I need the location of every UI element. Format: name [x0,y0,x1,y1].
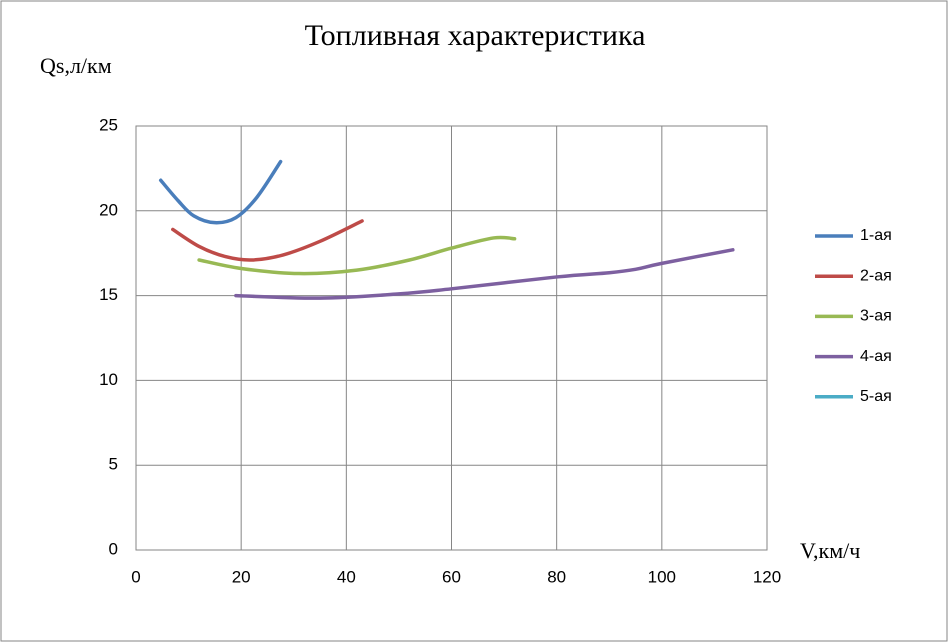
x-tick-label: 80 [547,567,566,586]
series-line [234,248,735,300]
plot-border [135,125,768,551]
series-line [158,159,283,225]
y-tick-label: 5 [109,455,118,474]
legend-label: 4-ая [860,348,892,365]
chart-title: Топливная характеристика [305,19,646,52]
x-tick-label: 120 [753,567,781,586]
x-tick-label: 0 [131,567,140,586]
y-tick-label: 15 [99,285,118,304]
y-tick-label: 10 [99,370,118,389]
legend-label: 2-ая [860,267,892,284]
x-axis-label: V,км/ч [800,538,860,563]
x-tick-label: 100 [648,567,676,586]
legend-label: 1-ая [860,227,892,244]
series-line [171,219,364,262]
x-tick-label: 20 [232,567,251,586]
legend-label: 5-ая [860,388,892,405]
x-tick-label: 40 [337,567,356,586]
legend-label: 3-ая [860,308,892,325]
y-tick-label: 0 [109,539,118,558]
series-line [197,235,517,276]
y-axis-label: Qs,л/км [40,53,112,78]
y-tick-label: 20 [99,200,118,219]
x-tick-label: 60 [442,567,461,586]
y-tick-label: 25 [99,115,118,134]
